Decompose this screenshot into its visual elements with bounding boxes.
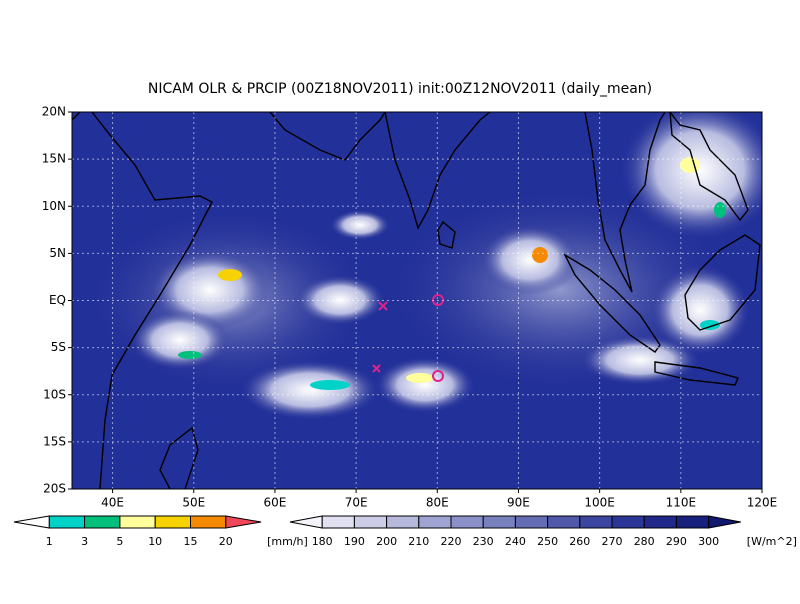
colorbar-segment	[482, 515, 516, 529]
cloud	[375, 357, 475, 413]
coastline	[584, 112, 666, 293]
coastline	[437, 220, 456, 249]
coastline	[684, 234, 761, 331]
colorbar-label: 15	[184, 535, 198, 548]
lat-label: 5N	[49, 246, 66, 260]
colorbar-segment	[514, 515, 549, 529]
lon-label: 40E	[101, 496, 124, 510]
colorbar-segment	[643, 515, 677, 529]
colorbar-label: 230	[473, 535, 494, 548]
coastline	[91, 112, 213, 489]
colorbar-segment	[321, 515, 355, 529]
colorbar-arrow	[13, 515, 50, 529]
cloud	[330, 210, 390, 240]
colorbar-label: 20	[219, 535, 233, 548]
circle-marker	[432, 370, 444, 382]
lat-label: 15N	[42, 152, 66, 166]
grid	[72, 112, 762, 489]
colorbar-label: 200	[376, 535, 397, 548]
colorbar-label: 270	[602, 535, 623, 548]
colorbar-label: 1	[46, 535, 53, 548]
lon-label: 120E	[747, 496, 778, 510]
lon-label: 60E	[264, 496, 287, 510]
x-marker	[378, 301, 388, 311]
axes: 40E 50E 60E 70E 80E 90E 100E 110E 120E 20N 15N 10N 5…	[42, 105, 778, 510]
lat-label: 5S	[51, 340, 66, 354]
lon-label: 100E	[584, 496, 615, 510]
colorbar-label: 3	[81, 535, 88, 548]
coastline	[384, 112, 491, 230]
rain-cell	[310, 380, 350, 390]
colorbar-segment	[675, 515, 710, 529]
colorbar-segment	[353, 515, 388, 529]
coastline	[159, 426, 199, 489]
colorbars: 1 3 5 10 15 20 [mm/h] 180 190 200 210 220 230 240 250 2…	[13, 515, 797, 548]
colorbar-label: 5	[116, 535, 123, 548]
colorbar-arrow	[708, 515, 741, 529]
colorbar-label: 210	[408, 535, 429, 548]
colorbar-arrow	[289, 515, 323, 529]
lat-label: 20N	[42, 105, 66, 119]
colorbar-label: 280	[634, 535, 655, 548]
colorbar-segment	[418, 515, 452, 529]
colorbar-label: 290	[666, 535, 687, 548]
rain-cell	[178, 351, 202, 359]
colorbar-segment	[386, 515, 420, 529]
cloud	[480, 225, 580, 295]
colorbar-segment	[48, 515, 86, 529]
coastline	[563, 253, 661, 353]
lat-label: 10S	[43, 387, 66, 401]
cloud	[240, 360, 380, 420]
colorbar-segment	[84, 515, 121, 529]
lat-label: 20S	[43, 482, 66, 496]
colorbar-units: [mm/h]	[267, 535, 308, 548]
lon-label: 80E	[426, 496, 449, 510]
colorbar-segment	[190, 515, 227, 529]
colorbar-label: 10	[148, 535, 162, 548]
lon-label: 90E	[507, 496, 530, 510]
cloud	[580, 335, 700, 385]
lon-label: 110E	[666, 496, 697, 510]
title: NICAM OLR & PRCIP (00Z18NOV2011) init:00…	[148, 81, 652, 97]
rain-cell	[218, 269, 242, 281]
lat-label: 10N	[42, 199, 66, 213]
coastline	[654, 361, 739, 386]
rain-cell	[700, 320, 720, 330]
colorbar-segment	[450, 515, 484, 529]
lat-label: 15S	[43, 434, 66, 448]
colorbar-label: 190	[344, 535, 365, 548]
lon-label: 50E	[182, 496, 205, 510]
map-field	[72, 112, 762, 489]
colorbar-label: 220	[441, 535, 462, 548]
rain-cell	[406, 373, 434, 383]
cloud	[620, 112, 762, 240]
cloud	[295, 275, 385, 325]
colorbar-segment	[154, 515, 191, 529]
colorbar-arrow	[225, 515, 262, 529]
coastline	[72, 112, 81, 121]
cloud	[650, 265, 750, 355]
colorbar-label: 300	[698, 535, 719, 548]
rain-cell	[532, 247, 548, 263]
colorbar-label: 260	[569, 535, 590, 548]
colorbar-label: 250	[537, 535, 558, 548]
lat-label: EQ	[49, 293, 66, 307]
lon-label: 70E	[345, 496, 368, 510]
colorbar-segment	[547, 515, 581, 529]
x-marker	[372, 364, 381, 373]
colorbar-segment	[119, 515, 156, 529]
colorbar-segment	[611, 515, 645, 529]
cloud	[130, 310, 230, 370]
colorbar-segment	[579, 515, 613, 529]
colorbar-units: [W/m^2]	[747, 535, 797, 548]
rain-cell	[714, 202, 726, 218]
colorbar-label: 180	[312, 535, 333, 548]
coastline	[669, 112, 749, 222]
colorbar-label: 240	[505, 535, 526, 548]
coastline	[269, 112, 386, 161]
